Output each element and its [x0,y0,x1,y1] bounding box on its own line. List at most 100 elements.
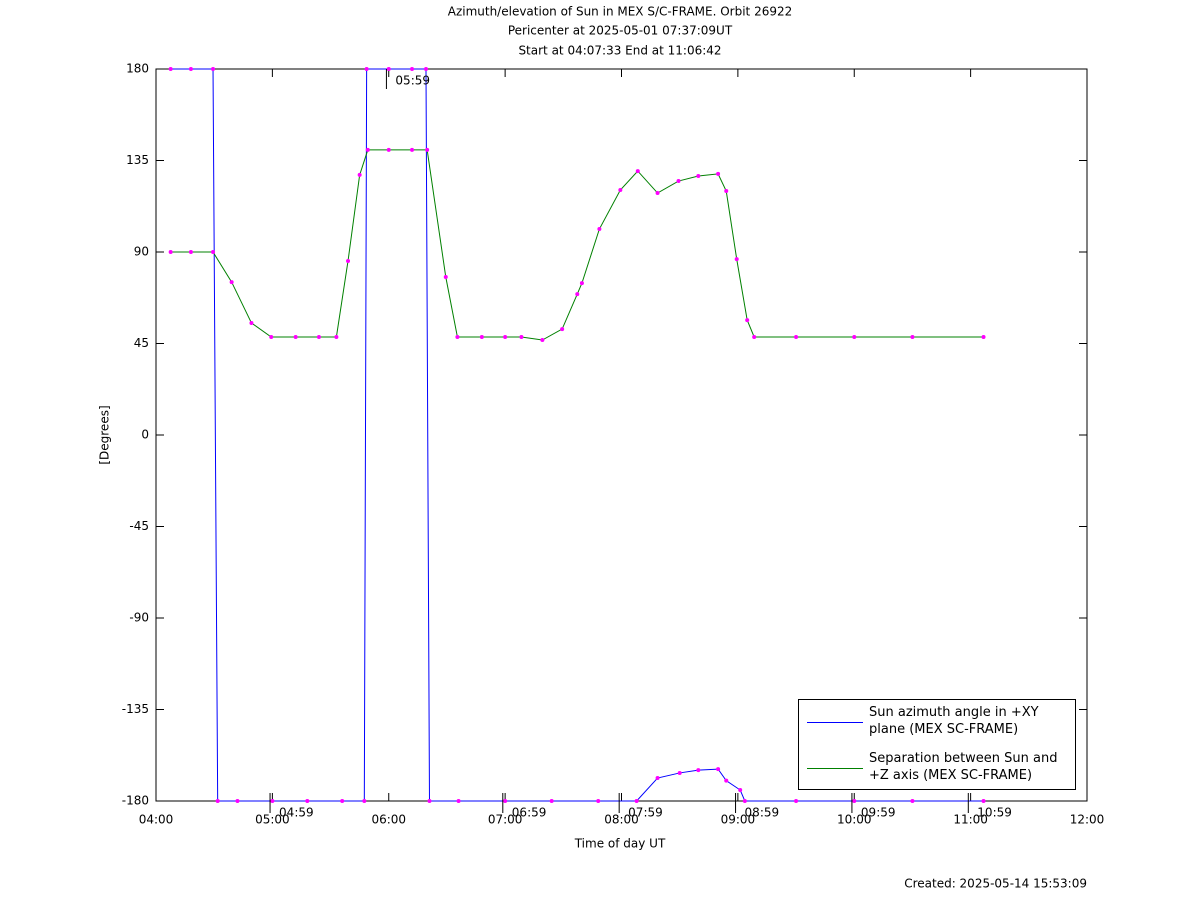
data-point [910,334,915,339]
plot-frame [155,68,1088,802]
x-tick-label: 06:00 [371,813,406,827]
data-point [618,187,623,192]
y-tick-label: 135 [126,153,149,167]
chart-subtitle: Pericenter at 2025-05-01 07:37:09UT [508,24,733,38]
y-tick-label: 45 [134,336,149,350]
legend-swatch [807,768,863,769]
x-tick-label: 04:00 [139,813,174,827]
series-line [170,149,984,341]
data-point [794,334,799,339]
y-tick-label: -180 [122,794,149,808]
data-point [597,227,602,232]
data-point [752,334,757,339]
data-point [357,172,362,177]
data-point [316,334,321,339]
y-tick-label: -45 [129,519,149,533]
data-point [852,334,857,339]
annotation: 05:59 [395,74,430,88]
x-tick-label: 08:00 [604,813,639,827]
data-point [655,776,660,781]
data-point [423,67,428,71]
data-point [386,147,391,152]
data-point [745,318,750,323]
data-point [676,179,681,184]
x-tick-label: 09:00 [721,813,756,827]
data-point [455,334,460,339]
data-point [696,768,701,773]
data-point [168,67,173,71]
x-tick-label: 05:00 [255,813,290,827]
data-point [794,799,799,803]
legend-entry: Separation between Sun and +Z axis (MEX … [869,751,1058,783]
data-point [410,67,415,71]
annotation: 10:59 [977,806,1012,820]
annotation: 08:59 [745,806,780,820]
annotation: 09:59 [861,806,896,820]
series-line [170,68,984,802]
data-point [503,799,508,803]
data-point [334,334,339,339]
data-point [734,257,739,262]
data-point [560,327,565,332]
data-point [346,258,351,263]
data-point [655,191,660,196]
data-point [981,799,986,803]
data-point [427,799,432,803]
data-point [269,334,274,339]
chart-subtitle: Start at 04:07:33 End at 11:06:42 [518,44,721,58]
data-point [634,799,639,803]
data-point [305,799,310,803]
data-point [340,799,345,803]
data-point [981,334,986,339]
data-point [575,292,580,297]
data-point [211,250,216,254]
data-point [362,799,367,803]
data-point [635,169,640,174]
data-point [696,173,701,178]
data-point [215,799,220,803]
data-point [910,799,915,803]
x-axis-label: Time of day UT [574,837,666,851]
data-point [852,799,857,803]
x-tick-label: 11:00 [953,813,988,827]
data-point [249,320,254,325]
data-point [293,334,298,339]
legend: Sun azimuth angle in +XY plane (MEX SC-F… [798,699,1076,790]
data-point [168,250,173,254]
data-point [724,778,729,783]
data-point [579,281,584,286]
data-point [677,770,682,775]
y-tick-label: 90 [134,245,149,259]
data-point [443,275,448,280]
data-point [188,67,193,71]
annotation: 07:59 [628,806,663,820]
data-point [503,334,508,339]
data-point [742,799,747,803]
data-point [479,334,484,339]
data-point [456,799,461,803]
data-point [716,171,721,176]
data-point [211,67,216,71]
data-point [229,280,234,285]
data-point [519,334,524,339]
data-point [364,67,369,71]
annotation: 04:59 [279,806,314,820]
data-point [365,147,370,152]
x-tick-label: 07:00 [488,813,523,827]
data-point [549,799,554,803]
legend-entry: Sun azimuth angle in +XY plane (MEX SC-F… [869,705,1039,737]
data-point [716,767,721,772]
annotation: 06:59 [512,806,547,820]
data-point [596,799,601,803]
y-tick-label: 0 [141,428,149,442]
legend-swatch [807,722,863,723]
data-point [188,250,193,254]
data-point [386,67,391,71]
data-point [270,799,275,803]
data-point [235,799,240,803]
footer: Created: 2025-05-14 15:53:09 [904,877,1087,891]
y-axis-label: [Degrees] [98,405,112,464]
y-tick-label: -90 [129,611,149,625]
